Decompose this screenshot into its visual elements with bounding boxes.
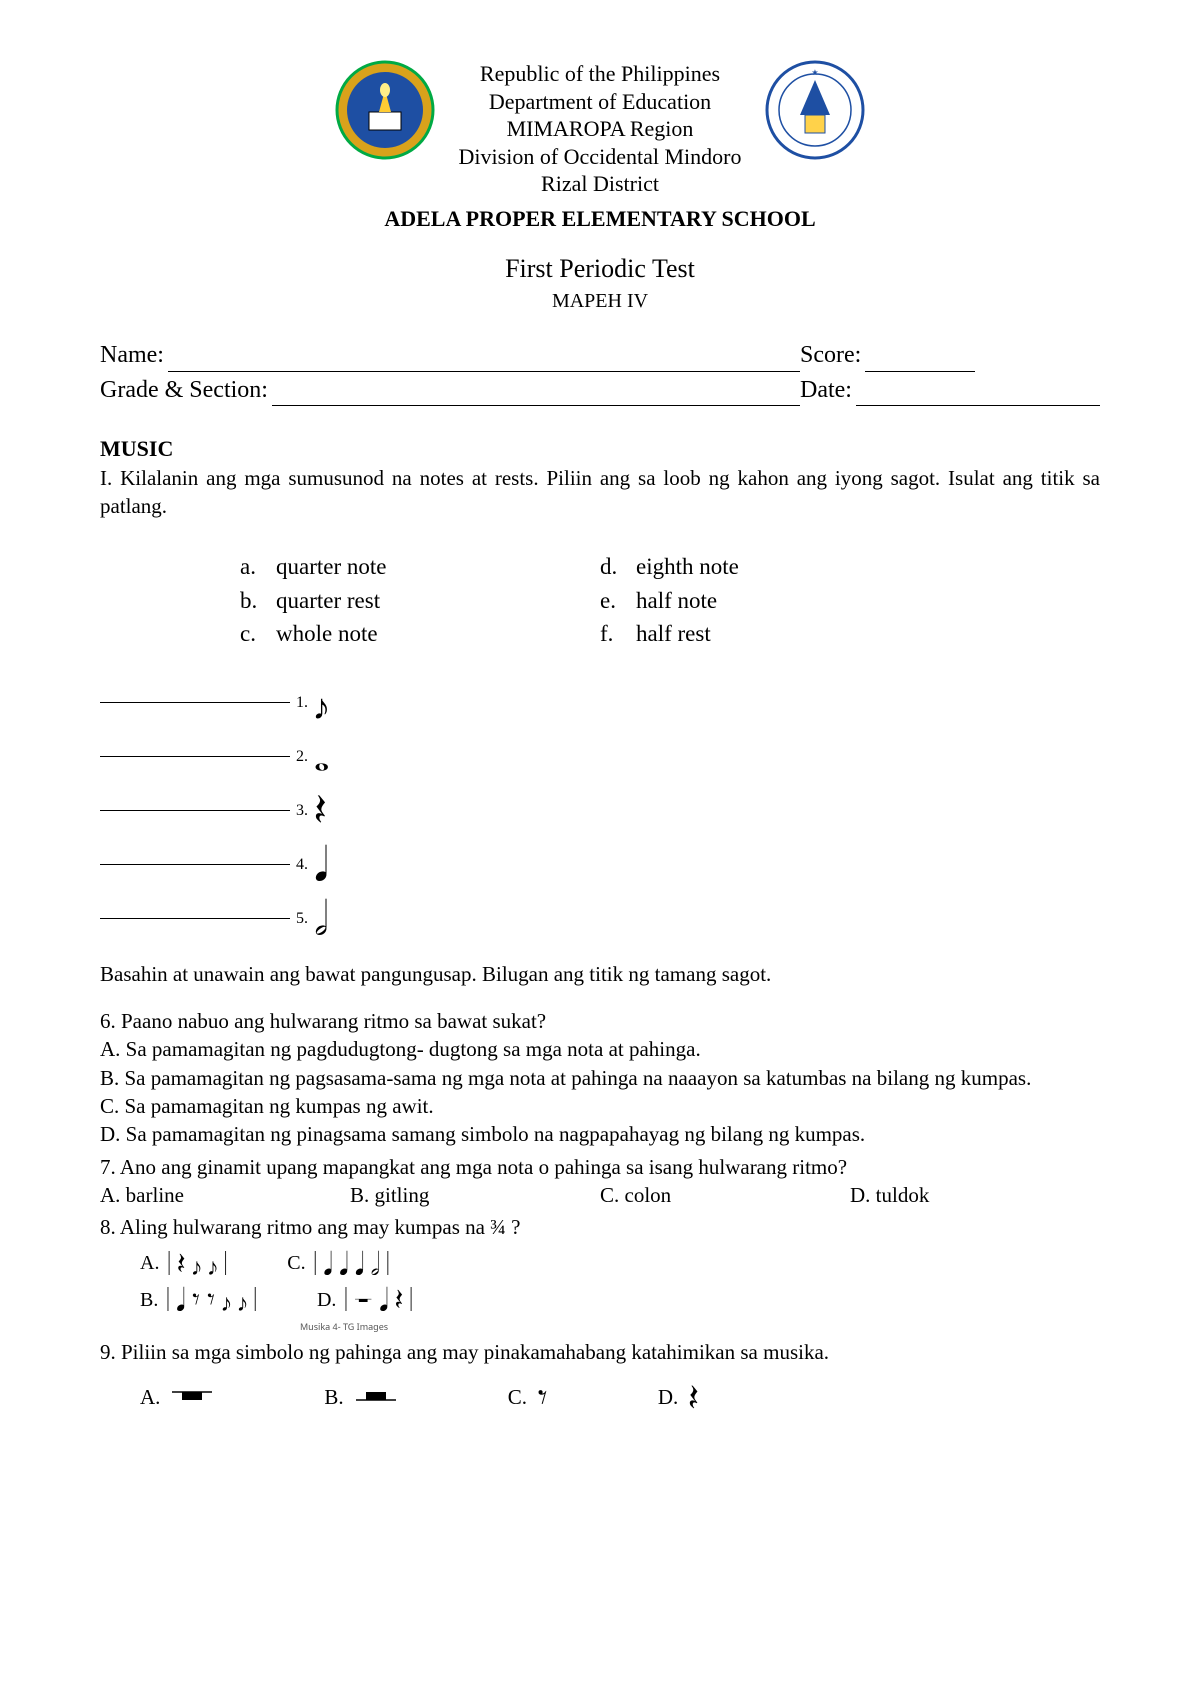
q8-b: B.𝄀 𝅘𝅥 𝄾 𝄾 ♪ ♪ 𝄀: [140, 1284, 257, 1316]
eighth-note-icon: ♪: [314, 684, 329, 720]
q9-c-label: C.: [508, 1383, 527, 1411]
q9-a: A.: [140, 1382, 214, 1412]
header-line-4: Division of Occidental Mindoro: [459, 143, 742, 171]
q6-d: D. Sa pamamagitan ng pinagsama samang si…: [100, 1120, 1100, 1148]
choice-a: quarter note: [276, 550, 600, 583]
q8: 8. Aling hulwarang ritmo ang may kumpas …: [100, 1213, 1100, 1241]
half-note-icon: 𝅗𝅥: [314, 900, 328, 936]
choice-letter-c: c.: [240, 617, 276, 650]
note-items: 1. ♪ 2. 𝅝 3. 𝄽 4. 𝅘𝅥 5. 𝅗𝅥: [100, 680, 1100, 940]
q9: 9. Piliin sa mga simbolo ng pahinga ang …: [100, 1338, 1100, 1366]
item-5-blank[interactable]: [100, 918, 290, 919]
item-4-num: 4.: [296, 854, 308, 876]
info-row-2: Grade & Section: Date:: [100, 374, 1100, 406]
q9-b-label: B.: [324, 1383, 343, 1411]
choice-f: half rest: [636, 617, 960, 650]
item-2-num: 2.: [296, 746, 308, 768]
header-line-3: MIMAROPA Region: [459, 115, 742, 143]
item-2-blank[interactable]: [100, 756, 290, 757]
header-text-block: Republic of the Philippines Department o…: [459, 60, 742, 198]
item-1-num: 1.: [296, 692, 308, 714]
school-name: ADELA PROPER ELEMENTARY SCHOOL: [100, 204, 1100, 234]
choice-d: eighth note: [636, 550, 960, 583]
grade-blank[interactable]: [272, 380, 800, 406]
test-title: First Periodic Test: [100, 251, 1100, 286]
q7-b: B. gitling: [350, 1181, 600, 1209]
q9-options: A. B. C. 𝄾 D. 𝄽: [140, 1377, 1100, 1418]
q9-c: C. 𝄾: [508, 1377, 548, 1418]
header-line-5: Rizal District: [459, 170, 742, 198]
note-item-5: 5. 𝅗𝅥: [100, 896, 1100, 940]
choice-e: half note: [636, 584, 960, 617]
school-seal-left: [335, 60, 435, 160]
q7-d: D. tuldok: [850, 1181, 1100, 1209]
choice-b: quarter rest: [276, 584, 600, 617]
q8-caption: Musika 4- TG Images: [300, 1320, 1100, 1332]
quarter-note-icon: 𝅘𝅥: [314, 846, 328, 882]
header-line-2: Department of Education: [459, 88, 742, 116]
choice-letter-d: d.: [600, 550, 636, 583]
rhythm-d-icon: 𝄀 𝄻 𝅘𝅥 𝄽 𝄀: [344, 1284, 412, 1316]
rhythm-c-icon: 𝄀 𝅘𝅥 𝅘𝅥 𝅘𝅥 𝅗𝅥 𝄀: [314, 1248, 390, 1280]
sub-instruction: Basahin at unawain ang bawat pangungusap…: [100, 960, 1100, 988]
note-item-1: 1. ♪: [100, 680, 1100, 724]
header-line-1: Republic of the Philippines: [459, 60, 742, 88]
q7-a: A. barline: [100, 1181, 350, 1209]
rhythm-b-icon: 𝄀 𝅘𝅥 𝄾 𝄾 ♪ ♪ 𝄀: [166, 1284, 257, 1316]
score-blank[interactable]: [865, 345, 975, 371]
item-1-blank[interactable]: [100, 702, 290, 703]
choices-box: a.quarter note d.eighth note b.quarter r…: [240, 550, 960, 650]
q9-d: D. 𝄽: [658, 1377, 699, 1418]
q7-options: A. barline B. gitling C. colon D. tuldok: [100, 1181, 1100, 1209]
score-label: Score:: [800, 339, 861, 371]
quarter-rest-icon: 𝄽: [314, 792, 327, 828]
music-heading: MUSIC: [100, 434, 1100, 464]
note-item-2: 2. 𝅝: [100, 734, 1100, 778]
eighth-rest-icon: 𝄾: [537, 1377, 548, 1418]
choice-letter-a: a.: [240, 550, 276, 583]
q9-a-label: A.: [140, 1383, 160, 1411]
q9-b: B.: [324, 1382, 397, 1412]
name-blank[interactable]: [168, 345, 800, 371]
letterhead: Republic of the Philippines Department o…: [100, 60, 1100, 198]
q7: 7. Ano ang ginamit upang mapangkat ang m…: [100, 1153, 1100, 1181]
item-4-blank[interactable]: [100, 864, 290, 865]
choice-letter-b: b.: [240, 584, 276, 617]
note-item-3: 3. 𝄽: [100, 788, 1100, 832]
half-rest-icon: [354, 1382, 398, 1412]
note-item-4: 4. 𝅘𝅥: [100, 842, 1100, 886]
deped-seal-right: ★: [765, 60, 865, 160]
choice-letter-f: f.: [600, 617, 636, 650]
q8-a: A.𝄀 𝄽 ♪ ♪ 𝄀: [140, 1248, 227, 1280]
whole-note-icon: 𝅝: [314, 741, 329, 771]
item-3-num: 3.: [296, 800, 308, 822]
q6: 6. Paano nabuo ang hulwarang ritmo sa ba…: [100, 1007, 1100, 1035]
q6-b: B. Sa pamamagitan ng pagsasama-sama ng m…: [100, 1064, 1100, 1092]
choice-letter-e: e.: [600, 584, 636, 617]
choice-c: whole note: [276, 617, 600, 650]
quarter-rest-icon-2: 𝄽: [688, 1377, 699, 1418]
date-label: Date:: [800, 374, 852, 406]
svg-text:★: ★: [812, 68, 819, 77]
music-instruction: I. Kilalanin ang mga sumusunod na notes …: [100, 464, 1100, 521]
name-label: Name:: [100, 339, 164, 371]
q8-rhythm-block: A.𝄀 𝄽 ♪ ♪ 𝄀 C.𝄀 𝅘𝅥 𝅘𝅥 𝅘𝅥 𝅗𝅥 𝄀 B.𝄀 𝅘𝅥 𝄾 𝄾…: [140, 1248, 1100, 1333]
item-3-blank[interactable]: [100, 810, 290, 811]
whole-rest-icon: [170, 1382, 214, 1412]
q9-d-label: D.: [658, 1383, 678, 1411]
date-blank[interactable]: [856, 380, 1100, 406]
subject-line: MAPEH IV: [100, 288, 1100, 315]
rhythm-a-icon: 𝄀 𝄽 ♪ ♪ 𝄀: [167, 1248, 227, 1280]
item-5-num: 5.: [296, 908, 308, 930]
q8-c: C.𝄀 𝅘𝅥 𝅘𝅥 𝅘𝅥 𝅗𝅥 𝄀: [287, 1248, 389, 1280]
q6-a: A. Sa pamamagitan ng pagdudugtong- dugto…: [100, 1035, 1100, 1063]
q6-c: C. Sa pamamagitan ng kumpas ng awit.: [100, 1092, 1100, 1120]
q7-c: C. colon: [600, 1181, 850, 1209]
info-row-1: Name: Score:: [100, 339, 1100, 371]
q8-d: D.𝄀 𝄻 𝅘𝅥 𝄽 𝄀: [317, 1284, 413, 1316]
grade-label: Grade & Section:: [100, 374, 268, 406]
